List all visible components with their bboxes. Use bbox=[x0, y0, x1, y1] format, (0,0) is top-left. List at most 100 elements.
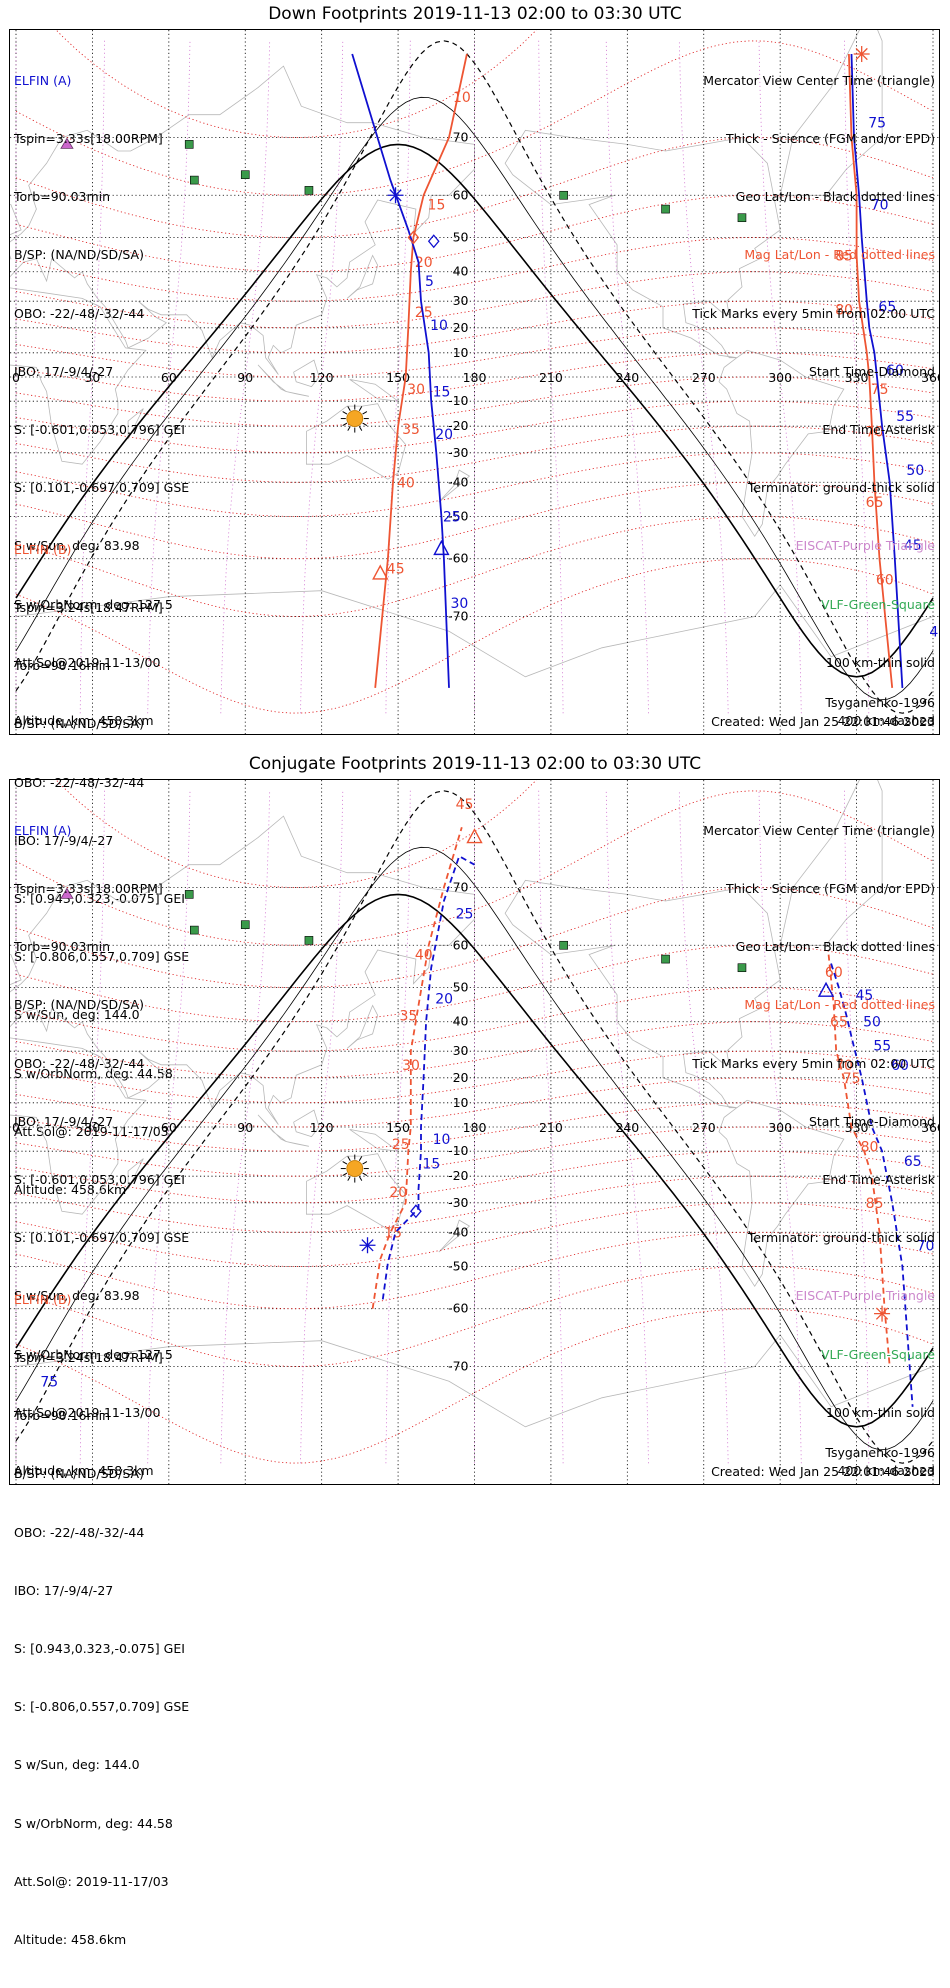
elfin-a-info: ELFIN (A) Tspin=3.33s[18.00RPM] Torb=90.… bbox=[14, 782, 189, 1519]
legend-item: EISCAT-Purple Triangle bbox=[795, 538, 935, 554]
track-time-label: 70 bbox=[917, 1238, 935, 1254]
coastline bbox=[779, 30, 883, 196]
mag-meridian bbox=[79, 40, 105, 714]
info-line: OBO: -22/-48/-32/-44 bbox=[14, 774, 145, 790]
elfin-a-track: 10 15 20 25 bbox=[381, 854, 475, 1300]
track-time-label: 45 bbox=[387, 562, 405, 578]
legend-item: End Time-Asterisk bbox=[822, 422, 935, 438]
lat-tick-label: -50 bbox=[448, 1258, 468, 1273]
model-label: Tsyganenko-1996 bbox=[825, 695, 935, 710]
terminator-400km bbox=[15, 790, 934, 1464]
sun-icon bbox=[340, 404, 369, 433]
lon-tick-label: 330 bbox=[845, 370, 869, 385]
coastline bbox=[10, 204, 22, 236]
elfin-a-track-line bbox=[830, 963, 914, 1407]
terminator-ground bbox=[15, 143, 934, 678]
lon-tick-label: 210 bbox=[539, 370, 563, 385]
info-line: Att.Sol@: 2019-11-17/03 bbox=[14, 1123, 169, 1139]
track-time-label: 20 bbox=[389, 1185, 407, 1201]
info-line: S w/OrbNorm, deg: 127.5 bbox=[14, 1346, 173, 1362]
coastline bbox=[438, 469, 471, 503]
sun-disc bbox=[346, 1160, 364, 1177]
info-line: Tspin=3.33s[18.00RPM] bbox=[14, 881, 163, 897]
lat-tick-label: -20 bbox=[448, 418, 468, 433]
coastline bbox=[438, 1219, 471, 1253]
elfin-b-label: ELFIN (B) bbox=[14, 1291, 72, 1307]
vlf-sites bbox=[184, 140, 747, 223]
info-line: S: [0.101,-0.697,0.709] GSE bbox=[14, 480, 190, 496]
lat-tick-label: -70 bbox=[448, 1358, 468, 1373]
lat-tick-label: 70 bbox=[453, 130, 469, 145]
legend-item: Thick - Science (FGM and/or EPD) bbox=[726, 131, 935, 147]
track-time-label: 85 bbox=[866, 1196, 884, 1212]
info-line: S w/OrbNorm, deg: 44.58 bbox=[14, 1065, 173, 1081]
start-diamond-icon bbox=[427, 234, 440, 249]
info-line: B/SP: (NA/ND/SD/SA) bbox=[14, 1466, 144, 1482]
info-line: Torb=90.03min bbox=[14, 939, 111, 955]
info-line: S w/Sun, deg: 144.0 bbox=[14, 1757, 140, 1773]
center-time-triangle-icon bbox=[372, 564, 389, 580]
coastline bbox=[257, 1114, 287, 1142]
mag-parallel bbox=[15, 425, 934, 483]
coastline bbox=[10, 65, 475, 375]
terminator-ground bbox=[15, 893, 934, 1428]
coastline bbox=[306, 403, 407, 480]
lat-tick-label: 30 bbox=[453, 1043, 469, 1058]
track-time-label: 80 bbox=[861, 1139, 879, 1155]
info-line: B/SP: (NA/ND/SD/SA) bbox=[14, 716, 144, 732]
track-time-label: 60 bbox=[825, 965, 843, 981]
mag-parallel bbox=[55, 30, 537, 138]
legend-item: Mag Lat/Lon - Red dotted lines bbox=[744, 247, 935, 263]
coastline bbox=[346, 254, 379, 299]
mag-meridian bbox=[385, 790, 411, 1464]
vlf-square bbox=[304, 186, 314, 195]
lat-tick-label: 10 bbox=[453, 1095, 469, 1110]
elfin-b-info: ELFIN (B) Tspin=3.24s[18.47RPM] Torb=90.… bbox=[14, 1251, 189, 1988]
terminator bbox=[15, 790, 934, 1464]
info-line: OBO: -22/-48/-32/-44 bbox=[14, 1524, 145, 1540]
track-time-label: 30 bbox=[407, 382, 425, 398]
lon-tick-label: 0 bbox=[12, 370, 20, 385]
lon-tick-label: 240 bbox=[615, 1120, 639, 1135]
info-line: Att.Sol@2019-11-13/00 bbox=[14, 654, 161, 670]
mag-meridian bbox=[538, 790, 564, 1464]
lon-tick-label: 30 bbox=[84, 370, 100, 385]
info-line: IBO: 17/-9/4/-27 bbox=[14, 1113, 114, 1129]
mag-meridian bbox=[844, 40, 870, 714]
vlf-square bbox=[184, 890, 194, 899]
info-line: B/SP: (NA/ND/SD/SA) bbox=[14, 997, 144, 1013]
mag-meridian bbox=[79, 790, 105, 1464]
coastline bbox=[285, 1141, 309, 1147]
mag-parallel bbox=[15, 987, 934, 1052]
lat-tick-label: -30 bbox=[448, 445, 468, 460]
lat-tick-label: -60 bbox=[448, 1301, 468, 1316]
info-line: Tspin=3.33s[18.00RPM] bbox=[14, 131, 163, 147]
legend-item: Geo Lat/Lon - Black dotted lines bbox=[735, 189, 935, 205]
vlf-square bbox=[737, 213, 747, 223]
elfin-b-track-line bbox=[848, 53, 894, 688]
coastline bbox=[15, 1334, 934, 1428]
lon-tick-label: 180 bbox=[463, 1120, 487, 1135]
vlf-square bbox=[661, 954, 670, 964]
legend-item: Tick Marks every 5min from 02:00 UTC bbox=[692, 1055, 935, 1071]
elfin-b-info: ELFIN (B) Tspin=3.24s[18.47RPM] Torb=90.… bbox=[14, 501, 189, 1238]
info-line: S: [0.101,-0.697,0.709] GSE bbox=[14, 1230, 190, 1246]
end-asterisk-icon bbox=[389, 189, 402, 202]
track-time-label: 60 bbox=[876, 572, 894, 588]
coastline bbox=[285, 391, 309, 397]
legend-item: 400 km-dashed bbox=[837, 1463, 935, 1479]
legend-item: End Time-Asterisk bbox=[822, 1172, 935, 1188]
info-line: Att.Sol@2019-11-13/00 bbox=[14, 1404, 161, 1420]
info-line: Torb=90.03min bbox=[14, 189, 111, 205]
elfin-b-label: ELFIN (B) bbox=[14, 541, 72, 557]
eiscat-triangle-icon bbox=[60, 887, 74, 899]
info-line: S: [-0.601,0.053,0.796] GEI bbox=[14, 422, 185, 438]
info-line: Att.Sol@: 2019-11-17/03 bbox=[14, 1873, 169, 1889]
lat-tick-label: 70 bbox=[453, 880, 469, 895]
sun-ray bbox=[347, 1176, 351, 1181]
track-time-label: 25 bbox=[443, 509, 461, 525]
sun-icon bbox=[340, 1154, 369, 1183]
mag-meridian bbox=[538, 40, 564, 714]
track-time-label: 50 bbox=[906, 463, 924, 479]
track-time-label: 65 bbox=[878, 300, 896, 316]
